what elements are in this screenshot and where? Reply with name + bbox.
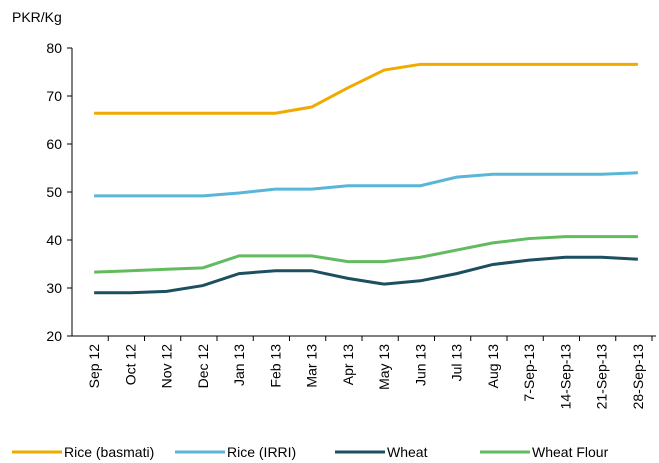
x-tick-label: Apr 13 (340, 344, 356, 385)
x-tick-label: Aug 13 (485, 344, 501, 389)
y-tick-label: 40 (46, 232, 62, 248)
legend-label: Rice (basmati) (64, 444, 154, 460)
x-tick-label: Oct 12 (122, 344, 138, 385)
x-tick-label: Mar 13 (304, 344, 320, 388)
x-tick-label: Jan 13 (231, 344, 247, 386)
x-tick-label: Feb 13 (267, 344, 283, 388)
x-tick-label: May 13 (376, 344, 392, 390)
line-series (94, 171, 638, 198)
line-series (94, 235, 638, 274)
y-tick-label: 70 (46, 88, 62, 104)
y-tick-label: 80 (46, 40, 62, 56)
x-tick-label: Jul 13 (449, 344, 465, 382)
y-tick-label: 60 (46, 136, 62, 152)
y-axis-label: PKR/Kg (12, 9, 62, 25)
x-tick-label: 28-Sep-13 (630, 344, 646, 410)
x-tick-label: 14-Sep-13 (557, 344, 573, 410)
x-tick-label: Jun 13 (412, 344, 428, 386)
legend-label: Wheat Flour (532, 444, 609, 460)
x-tick-label: Nov 12 (159, 344, 175, 389)
x-tick-label: 7-Sep-13 (521, 344, 537, 402)
x-tick-label: Sep 12 (86, 344, 102, 389)
x-tick-label: 21-Sep-13 (594, 344, 610, 410)
line-series (94, 255, 638, 295)
y-tick-label: 50 (46, 184, 62, 200)
y-tick-label: 20 (46, 328, 62, 344)
y-tick-label: 30 (46, 280, 62, 296)
legend-label: Wheat (387, 444, 428, 460)
line-series (94, 62, 638, 115)
x-tick-label: Dec 12 (195, 344, 211, 389)
legend-label: Rice (IRRI) (227, 444, 296, 460)
